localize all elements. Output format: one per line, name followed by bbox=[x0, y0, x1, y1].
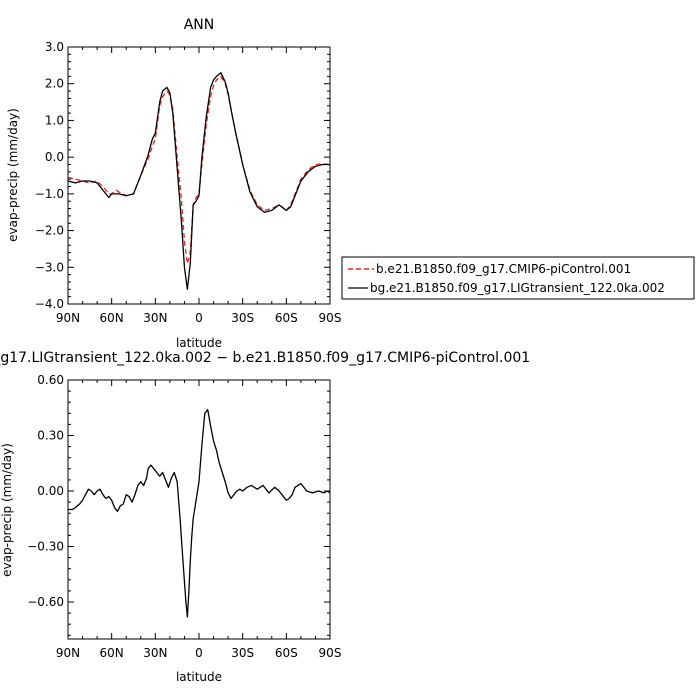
top-x-tick-labels: 90N 60N 30N 0 30S 60S 90S bbox=[56, 311, 342, 325]
bottom-ytick-label: −0.60 bbox=[27, 595, 64, 609]
bottom-y-tick-labels: 0.60 0.30 0.00 −0.30 −0.60 bbox=[27, 373, 64, 609]
bottom-ytick-label: 0.60 bbox=[37, 373, 64, 387]
top-xtick-label: 0 bbox=[195, 311, 203, 325]
top-ytick-label: −4.0 bbox=[35, 297, 64, 311]
top-ytick-label: 0.0 bbox=[45, 150, 64, 164]
bottom-ytick-label: 0.30 bbox=[37, 429, 64, 443]
bottom-x-axis-label: latitude bbox=[176, 670, 222, 684]
bottom-xtick-label: 60N bbox=[100, 646, 124, 660]
top-y-axis-label: evap-precip (mm/day) bbox=[6, 108, 20, 242]
legend-label-transient: bg.e21.B1850.f09_g17.LIGtransient_122.0k… bbox=[370, 281, 665, 295]
bottom-xtick-label: 30S bbox=[231, 646, 254, 660]
bottom-xtick-label: 90S bbox=[319, 646, 342, 660]
top-panel: ANN 3.0 2.0 1.0 0.0 −1.0 −2.0 −3.0 −4.0 90N 60N 3… bbox=[6, 17, 341, 350]
top-chart-title: ANN bbox=[184, 17, 215, 33]
top-ytick-label: 2.0 bbox=[45, 77, 64, 91]
bottom-axis-ticks bbox=[67, 379, 331, 639]
top-plot-frame bbox=[67, 46, 331, 305]
top-xtick-label: 90N bbox=[56, 311, 80, 325]
bottom-ytick-label: 0.00 bbox=[37, 484, 64, 498]
bottom-series-line-0 bbox=[68, 408, 331, 618]
bottom-panel: bg.e21.B1850.f09_g17.LIGtransient_122.0k… bbox=[0, 350, 530, 684]
top-ytick-label: −3.0 bbox=[35, 260, 64, 274]
top-xtick-label: 30S bbox=[231, 311, 254, 325]
top-ytick-label: −2.0 bbox=[35, 224, 64, 238]
top-y-tick-labels: 3.0 2.0 1.0 0.0 −1.0 −2.0 −3.0 −4.0 bbox=[35, 40, 64, 311]
bottom-ytick-label: −0.30 bbox=[27, 540, 64, 554]
top-ytick-label: 3.0 bbox=[45, 40, 64, 54]
top-xtick-label: 60N bbox=[100, 311, 124, 325]
top-axis-ticks bbox=[67, 46, 331, 305]
top-xtick-label: 30N bbox=[143, 311, 167, 325]
bottom-xtick-label: 60S bbox=[275, 646, 298, 660]
top-ytick-label: −1.0 bbox=[35, 187, 64, 201]
legend-box bbox=[341, 256, 695, 300]
bottom-xtick-label: 0 bbox=[195, 646, 203, 660]
bottom-x-tick-labels: 90N 60N 30N 0 30S 60S 90S bbox=[56, 646, 342, 660]
legend: b.e21.B1850.f09_g17.CMIP6-piControl.001 … bbox=[341, 256, 695, 300]
top-x-axis-label: latitude bbox=[176, 336, 222, 350]
top-xtick-label: 60S bbox=[275, 311, 298, 325]
top-xtick-label: 90S bbox=[319, 311, 342, 325]
top-series-line-1 bbox=[67, 72, 330, 290]
top-ytick-label: 1.0 bbox=[45, 113, 64, 127]
bottom-xtick-label: 90N bbox=[56, 646, 80, 660]
bottom-chart-title: bg.e21.B1850.f09_g17.LIGtransient_122.0k… bbox=[0, 350, 530, 366]
bottom-y-axis-label: evap-precip (mm/day) bbox=[0, 443, 14, 577]
bottom-xtick-label: 30N bbox=[143, 646, 167, 660]
bottom-series-lines bbox=[68, 408, 331, 618]
legend-label-control: b.e21.B1850.f09_g17.CMIP6-piControl.001 bbox=[376, 262, 631, 276]
bottom-plot-frame bbox=[67, 379, 331, 640]
top-series-line-0 bbox=[67, 75, 331, 265]
top-series-lines bbox=[67, 72, 331, 290]
